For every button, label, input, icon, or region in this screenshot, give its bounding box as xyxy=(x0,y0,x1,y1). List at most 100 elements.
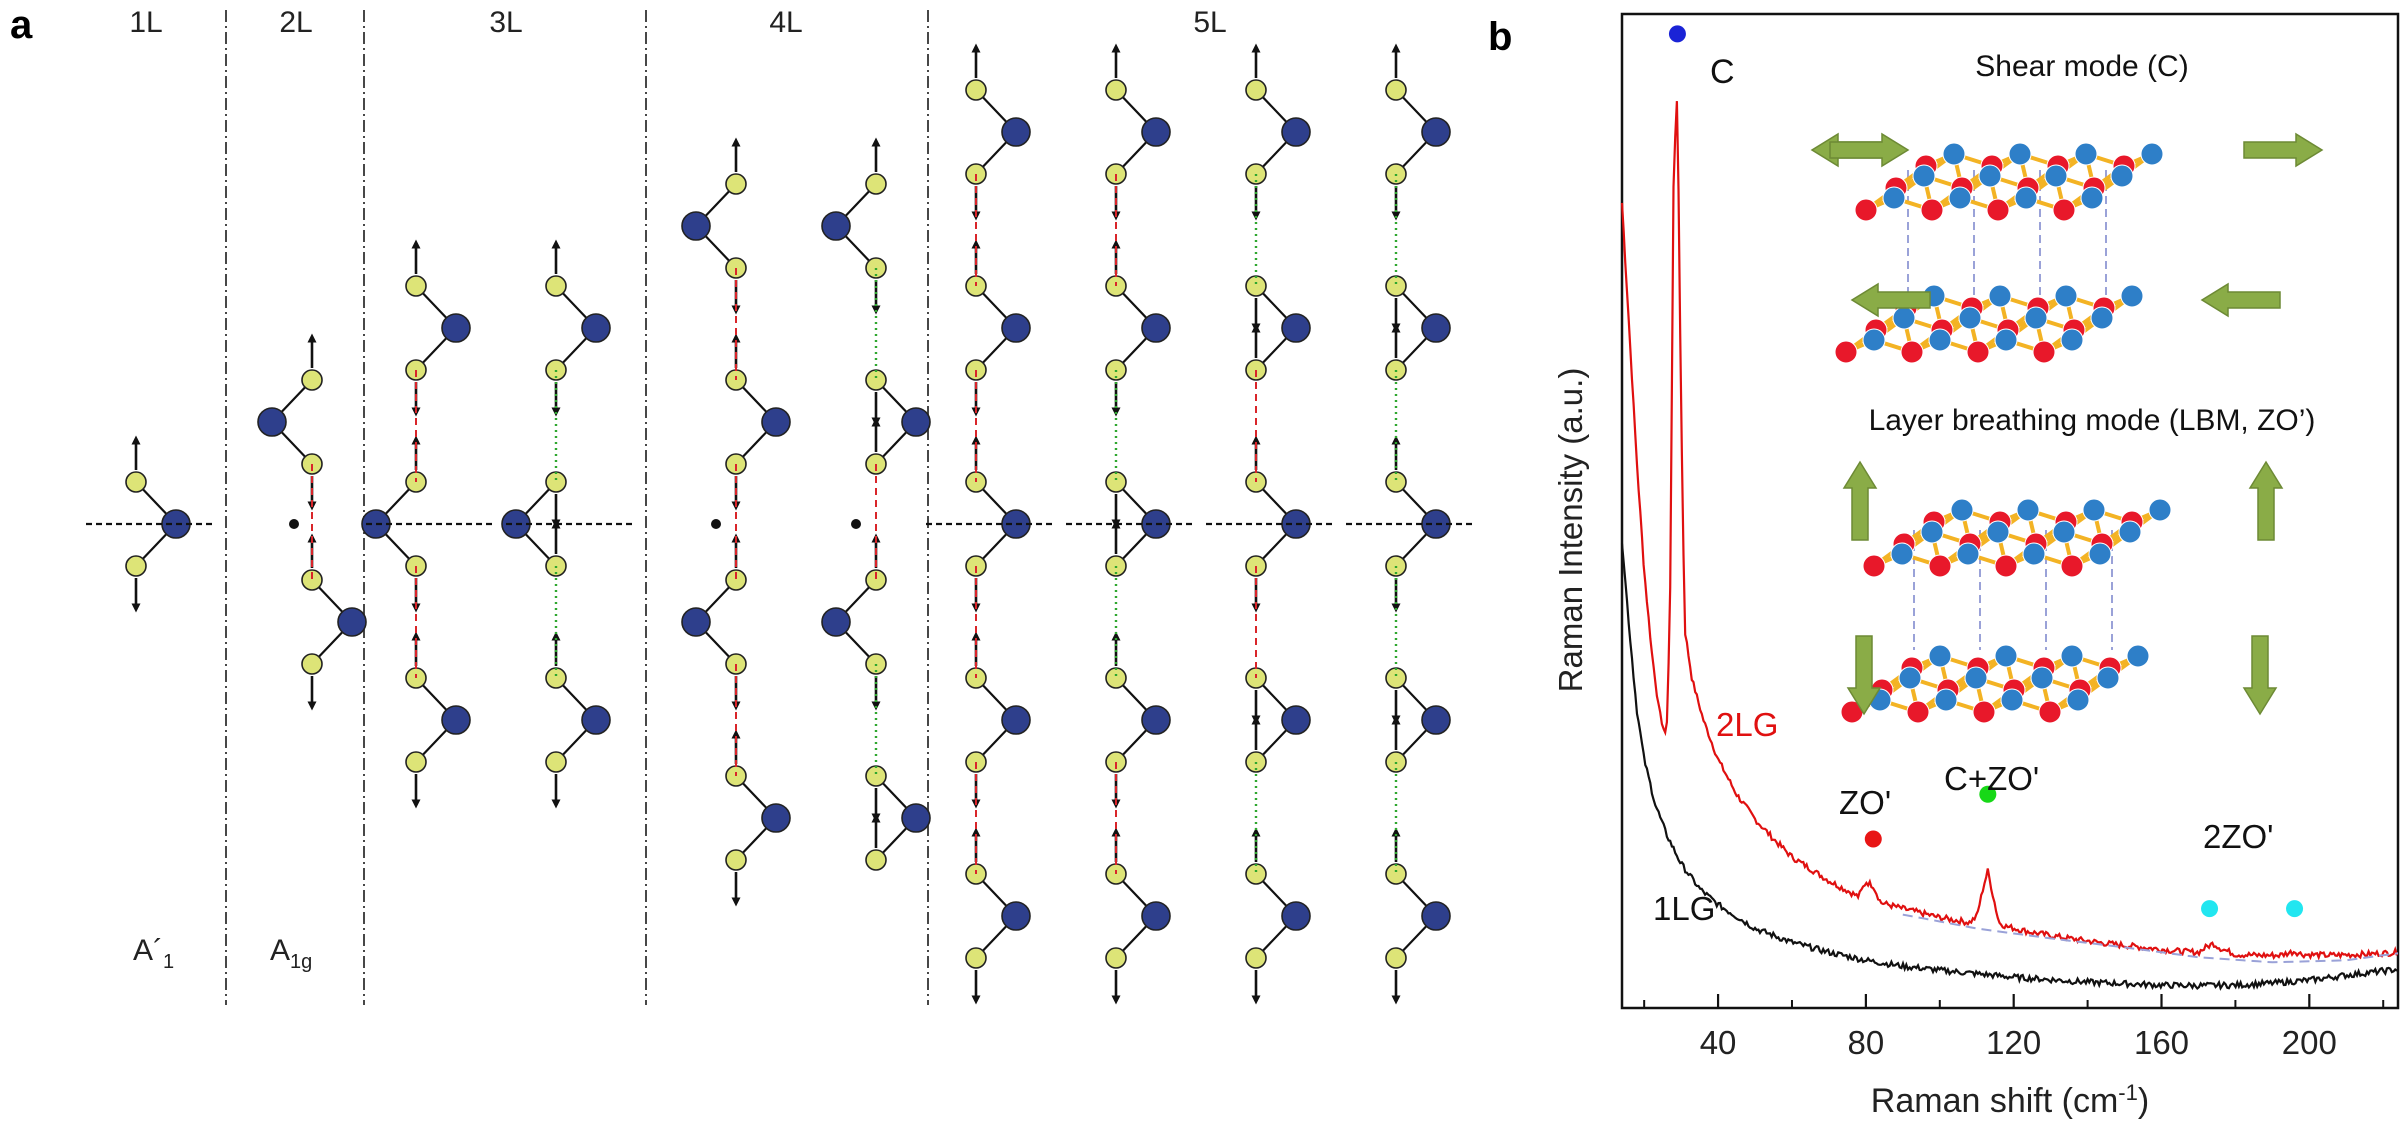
x-tick-label: 200 xyxy=(2282,1024,2337,1061)
blue-atom xyxy=(1934,688,1958,712)
blue-atom xyxy=(2110,164,2134,188)
light-atom xyxy=(301,569,323,591)
blue-atom xyxy=(1964,666,1988,690)
symmetry-label-a1g: A1g xyxy=(270,934,312,973)
blue-atom xyxy=(2118,520,2142,544)
peak-markers xyxy=(1668,25,2304,918)
layer-header: 3L xyxy=(489,6,522,39)
dark-atom xyxy=(681,607,711,637)
dark-atom xyxy=(1141,313,1171,343)
peak-marker xyxy=(1864,830,1882,848)
peak-label-2zo: 2ZO' xyxy=(2203,818,2273,855)
dark-atom xyxy=(821,211,851,241)
blue-atom xyxy=(2126,644,2150,668)
red-atom xyxy=(1854,198,1878,222)
red-atom xyxy=(2032,340,2056,364)
dark-atom xyxy=(257,407,287,437)
peak-label-c-plus-zo: C+ZO' xyxy=(1944,760,2039,797)
light-atom xyxy=(545,275,567,297)
blue-atom xyxy=(2096,666,2120,690)
peak-marker xyxy=(2201,900,2219,918)
blue-atom xyxy=(2066,688,2090,712)
blue-atom xyxy=(2052,520,2076,544)
light-atom xyxy=(125,555,147,577)
red-atom xyxy=(1994,554,2018,578)
blue-atom xyxy=(2060,644,2084,668)
red-atom xyxy=(1906,700,1930,724)
light-atom xyxy=(545,751,567,773)
light-atom xyxy=(301,653,323,675)
light-atom xyxy=(1245,947,1267,969)
blue-atom xyxy=(2060,328,2084,352)
dark-atom xyxy=(1281,705,1311,735)
symmetry-label-a1prime: A´1 xyxy=(133,934,174,973)
light-atom xyxy=(725,569,747,591)
blue-atom xyxy=(2016,498,2040,522)
panel-a: a 1L 2L 3L 4L 5L A´1 A1g xyxy=(10,3,1476,1005)
blue-atom xyxy=(2030,666,2054,690)
layer-header: 5L xyxy=(1193,6,1226,39)
displacement-arrow-green xyxy=(2200,282,2281,318)
blue-atom xyxy=(1978,164,2002,188)
light-atom xyxy=(301,369,323,391)
dark-atom xyxy=(1001,705,1031,735)
blue-atom xyxy=(2044,164,2068,188)
dark-atom xyxy=(1141,705,1171,735)
legend-c-label: C xyxy=(1710,53,1735,91)
blue-atom xyxy=(2080,186,2104,210)
dark-atom xyxy=(1141,117,1171,147)
light-atom xyxy=(1385,79,1407,101)
light-atom xyxy=(1105,79,1127,101)
x-tick-label: 80 xyxy=(1848,1024,1885,1061)
blue-atom xyxy=(1994,328,2018,352)
blue-atom xyxy=(2140,142,2164,166)
blue-atom xyxy=(1994,644,2018,668)
peak-marker xyxy=(1668,25,1686,43)
atom-chains xyxy=(86,43,1476,1005)
x-axis-ticks: 40 80 120 160 200 xyxy=(1643,994,2385,1061)
dark-atom xyxy=(761,803,791,833)
peak-label-zo: ZO' xyxy=(1839,784,1891,821)
light-atom xyxy=(965,947,987,969)
displacement-arrow-green xyxy=(2248,460,2284,541)
dark-atom xyxy=(441,705,471,735)
displacement-arrow-green xyxy=(1842,460,1878,541)
x-axis-label: Raman shift (cm-1) xyxy=(1871,1080,2149,1120)
x-tick-label: 120 xyxy=(1986,1024,2041,1061)
red-atom xyxy=(2052,198,2076,222)
red-atom xyxy=(1834,340,1858,364)
blue-atom xyxy=(2090,306,2114,330)
shear-mode-diagram xyxy=(1810,132,2324,364)
blue-atom xyxy=(1928,328,1952,352)
blue-atom xyxy=(2054,284,2078,308)
red-atom xyxy=(1920,198,1944,222)
blue-atom xyxy=(2022,542,2046,566)
inversion-center xyxy=(711,519,721,529)
light-atom xyxy=(725,849,747,871)
blue-atom xyxy=(1892,306,1916,330)
dark-atom xyxy=(681,211,711,241)
layer-header: 2L xyxy=(279,6,312,39)
dark-atom xyxy=(1421,705,1451,735)
panel-b: b 40 80 120 160 200 Raman Intensity (a.u.) R… xyxy=(1488,12,2400,1120)
red-atom xyxy=(1972,700,1996,724)
dark-atom xyxy=(901,803,931,833)
red-atom xyxy=(1862,554,1886,578)
blue-atom xyxy=(2120,284,2144,308)
blue-atom xyxy=(2000,688,2024,712)
panel-a-label: a xyxy=(10,3,33,47)
red-atom xyxy=(1986,198,2010,222)
layer-breathing-mode-diagram xyxy=(1840,460,2284,724)
dark-atom xyxy=(1281,117,1311,147)
blue-atom xyxy=(2014,186,2038,210)
blue-atom xyxy=(1928,644,1952,668)
plot-frame xyxy=(1620,12,2400,1010)
dark-atom xyxy=(821,607,851,637)
blue-atom xyxy=(1912,164,1936,188)
dark-atom xyxy=(581,705,611,735)
light-atom xyxy=(1105,947,1127,969)
displacement-arrow-green xyxy=(1829,132,1910,168)
light-atom xyxy=(865,569,887,591)
y-axis-label: Raman Intensity (a.u.) xyxy=(1552,368,1589,693)
light-atom xyxy=(125,471,147,493)
